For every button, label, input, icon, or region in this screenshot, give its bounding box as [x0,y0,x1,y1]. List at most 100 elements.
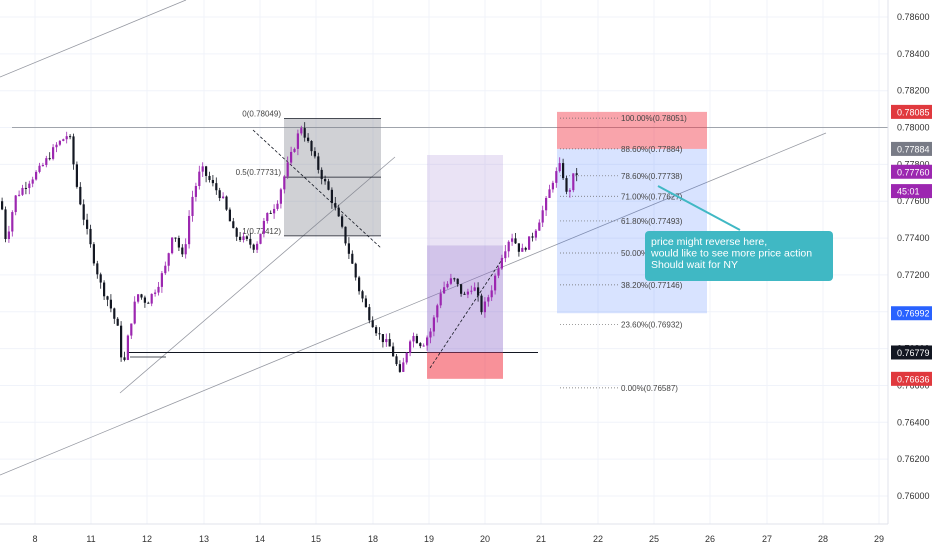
candle-body [89,228,92,245]
candle-body [65,136,68,140]
x-tick-label: 21 [536,534,546,544]
candle-body [208,175,211,180]
candle-body [538,222,541,231]
y-tick-label: 0.78600 [897,12,930,22]
price-tag-label: 0.76636 [897,374,930,384]
candle-body [354,263,357,278]
x-tick-label: 13 [199,534,209,544]
candle-body [266,212,269,221]
candle-body [181,247,184,255]
stop-zone [427,352,503,379]
candle-body [130,323,133,336]
x-tick-label: 19 [424,534,434,544]
candle-body [218,190,221,199]
candle-body [572,173,575,191]
candle-body [174,237,177,239]
candle-body [521,247,524,252]
candle-body [140,294,143,298]
candle-body [143,297,146,303]
candle-body [324,179,327,182]
candle-body [92,244,95,264]
candle-body [534,230,537,238]
candle-body [300,128,303,134]
candle-body [249,238,252,245]
candle-body [351,253,354,264]
candle-body [211,179,214,184]
candle-body [497,268,500,276]
candle-body [191,196,194,216]
candle-body [517,243,520,252]
x-tick-label: 20 [480,534,490,544]
candle-body [507,241,510,252]
candle-body [167,253,170,266]
candle-body [52,147,55,159]
candle-body [548,189,551,198]
candle-body [1,201,4,210]
candle-body [242,236,245,241]
x-tick-label: 14 [255,534,265,544]
candle-body [293,148,296,152]
candle-body [109,299,112,309]
callout-text: Should wait for NY [651,259,738,271]
candle-body [531,236,534,238]
candle-body [398,364,401,372]
y-tick-label: 0.78000 [897,123,930,133]
candle-body [378,333,381,335]
x-tick-label: 15 [311,534,321,544]
candle-body [58,140,61,145]
candle-body [133,301,136,324]
candle-body [24,187,27,189]
candle-body [75,164,78,187]
price-tag-label: 0.76779 [897,348,930,358]
candle-body [473,287,476,291]
candle-body [487,297,490,302]
fib-right-label: 78.60%(0.77738) [621,172,683,181]
candle-body [116,318,119,326]
candle-body [310,141,313,152]
y-tick-label: 0.76400 [897,417,930,427]
y-tick-label: 0.77400 [897,233,930,243]
candle-body [150,293,153,304]
x-tick-label: 22 [593,534,603,544]
candle-body [45,158,48,166]
drawings: 0(0.78049) 0.5(0.77731) 1(0.77412) 100.00%(… [0,0,888,476]
callout-text: price might reverse here, [651,236,767,248]
candle-body [4,209,7,240]
candle-body [198,171,201,187]
candle-body [259,233,262,244]
candle-body [412,336,415,342]
candle-body [344,226,347,244]
price-tag-label: 45:01 [897,187,920,197]
candle-body [188,215,191,245]
candle-body [154,292,157,294]
candle-body [14,195,17,213]
price-tag [891,104,932,119]
candle-body [456,278,459,285]
candle-body [555,171,558,183]
candle-body [524,247,527,250]
y-tick-label: 0.76200 [897,454,930,464]
candle-body [41,165,44,167]
candle-body [317,156,320,170]
candle-body [79,186,82,205]
candle-body [364,298,367,308]
candle-body [184,244,187,255]
overlay: price might reverse here, would like to … [645,185,833,281]
y-tick-label: 0.77200 [897,270,930,280]
candle-body [436,305,439,318]
candle-body [415,336,418,344]
candle-body [72,136,75,165]
x-tick-label: 12 [142,534,152,544]
candle-body [494,275,497,291]
candle-body [126,335,129,360]
candle-body [405,352,408,363]
candle-body [500,258,503,269]
candle-body [426,337,429,346]
price-tag-label: 0.78085 [897,107,930,117]
trendline [0,0,187,78]
candle-body [123,357,126,360]
candle-body [86,219,89,229]
candle-body [568,190,571,192]
fib-right-label: 61.80%(0.77493) [621,217,683,226]
fib-right-label: 38.20%(0.77146) [621,281,683,290]
